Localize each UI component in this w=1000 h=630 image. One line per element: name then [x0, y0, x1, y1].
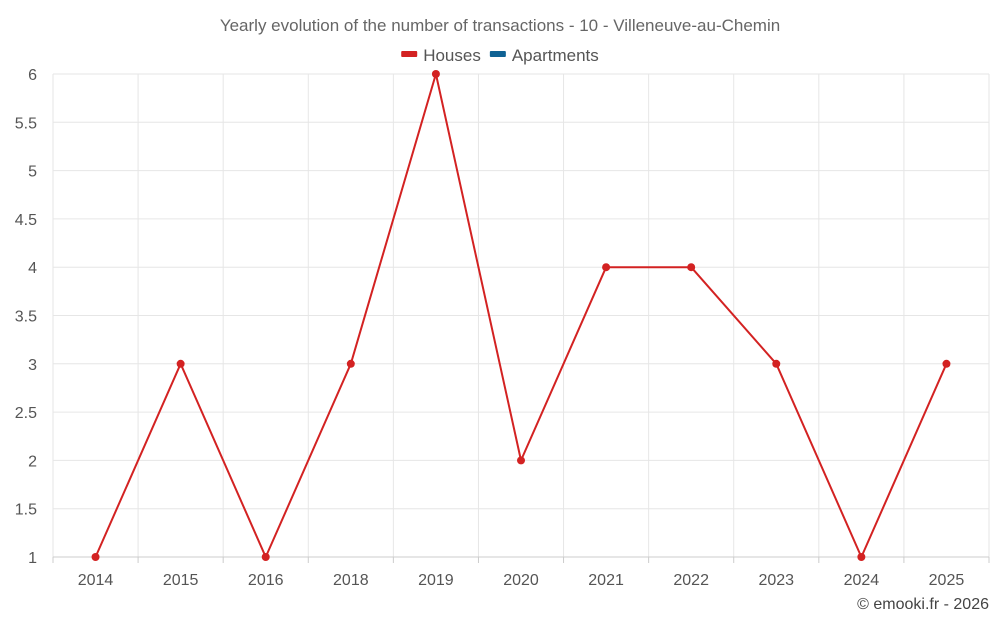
- y-tick-label: 3: [28, 357, 37, 374]
- y-axis-ticks: 1 1.5 2 2.5 3 3.5 4 4.5 5 5.5 6: [15, 67, 37, 567]
- data-point-2018[interactable]: [346, 359, 355, 368]
- x-tick-label: 2021: [588, 572, 624, 589]
- x-tick-label: 2016: [248, 572, 284, 589]
- x-tick-label: 2020: [503, 572, 539, 589]
- x-tick-label: 2022: [673, 572, 709, 589]
- legend-item-houses[interactable]: Houses: [401, 46, 481, 65]
- legend-label: Houses: [423, 46, 481, 65]
- y-tick-label: 5.5: [15, 115, 37, 132]
- data-point-2015[interactable]: [176, 359, 185, 368]
- chart-legend: Houses Apartments: [401, 46, 599, 65]
- chart-series: [91, 70, 951, 561]
- data-point-2025[interactable]: [942, 359, 951, 368]
- y-tick-label: 5: [28, 164, 37, 181]
- y-tick-label: 2.5: [15, 405, 37, 422]
- x-tick-label: 2023: [758, 572, 794, 589]
- x-tick-label: 2015: [163, 572, 199, 589]
- legend-item-apartments[interactable]: Apartments: [489, 46, 599, 65]
- y-tick-label: 6: [28, 67, 37, 84]
- y-tick-label: 1: [28, 550, 37, 567]
- chart-title: Yearly evolution of the number of transa…: [220, 16, 780, 35]
- y-tick-label: 4: [28, 260, 37, 277]
- x-tick-label: 2025: [929, 572, 965, 589]
- x-tick-label: 2018: [333, 572, 369, 589]
- y-tick-label: 2: [28, 453, 37, 470]
- grid-lines: [52, 73, 990, 558]
- x-tick-label: 2019: [418, 572, 454, 589]
- legend-swatch: [401, 51, 418, 57]
- legend-swatch: [489, 51, 506, 57]
- data-point-2016[interactable]: [261, 553, 270, 561]
- x-tick-label: 2024: [844, 572, 880, 589]
- data-point-2019[interactable]: [431, 70, 440, 78]
- data-point-2020[interactable]: [517, 456, 525, 465]
- credit-text: © emooki.fr - 2026: [857, 596, 989, 613]
- x-tick-label: 2014: [78, 572, 114, 589]
- y-tick-label: 4.5: [15, 212, 37, 229]
- data-point-2022[interactable]: [687, 263, 696, 272]
- legend-label: Apartments: [512, 46, 599, 65]
- data-point-2023[interactable]: [772, 359, 781, 368]
- data-point-2024[interactable]: [857, 553, 866, 561]
- data-point-2014[interactable]: [91, 553, 100, 561]
- y-tick-label: 3.5: [15, 309, 37, 326]
- x-axis-ticks: 2014 2015 2016 2018 2019 2020 2021 2022 2023 2024…: [78, 572, 965, 589]
- chart-axes: [52, 556, 990, 563]
- y-tick-label: 1.5: [15, 502, 37, 519]
- data-point-2021[interactable]: [602, 263, 611, 272]
